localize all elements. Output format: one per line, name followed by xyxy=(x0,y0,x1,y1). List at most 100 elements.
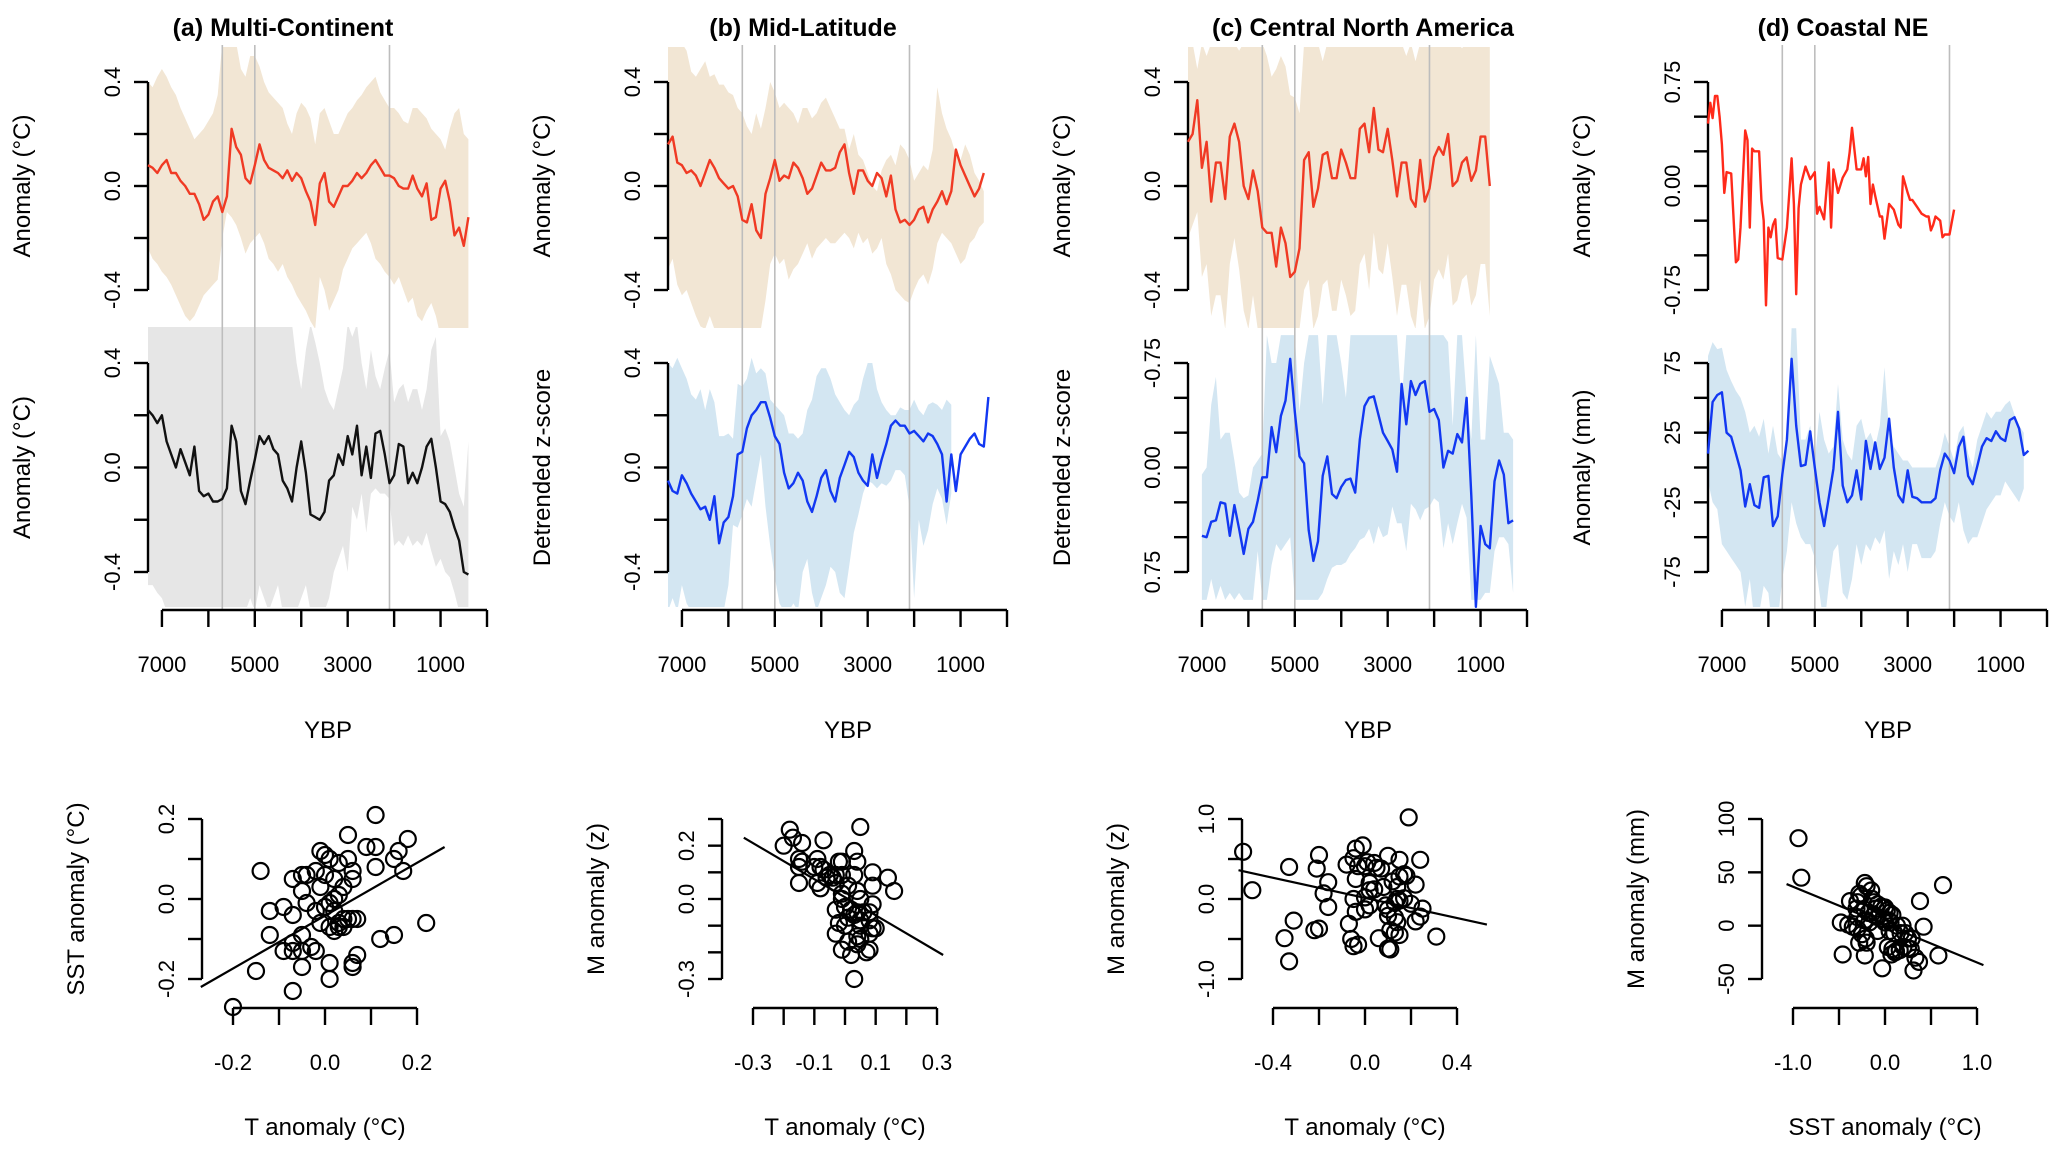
scatter-point xyxy=(780,820,799,839)
scatter-y-tick-label: 0.0 xyxy=(674,884,699,915)
scatter-point xyxy=(832,889,852,909)
x-axis-title: YBP xyxy=(1864,717,1912,744)
middle-row-y-tick-label: 0.4 xyxy=(100,348,125,379)
scatter-y-tick-label: 0.2 xyxy=(674,830,699,861)
middle-row-y-tick-label: 75 xyxy=(1660,351,1685,375)
scatter-point xyxy=(1319,873,1338,892)
scatter-point xyxy=(1233,842,1253,861)
middle-row-y-tick-label: 0.0 xyxy=(100,452,125,483)
scatter-x-tick-label: 0.4 xyxy=(1442,1050,1473,1075)
top-row-series-line xyxy=(1186,99,1491,279)
scatter-x-tick-label: 0.1 xyxy=(860,1050,891,1075)
scatter-point xyxy=(1337,855,1356,874)
middle-row-uncertainty-band xyxy=(668,357,952,607)
scatter-point xyxy=(417,913,436,933)
scatter-point xyxy=(292,957,312,977)
x-tick-label: 7000 xyxy=(1697,652,1746,677)
scatter-point xyxy=(1399,808,1418,827)
scatter-point xyxy=(223,997,243,1017)
scatter-x-axis-title: T anomaly (°C) xyxy=(764,1114,925,1141)
scatter-y-tick-label: -0.2 xyxy=(154,960,179,998)
scatter-regression-line xyxy=(1238,869,1488,926)
scatter-point xyxy=(1275,929,1294,948)
scatter-y-tick-label: -50 xyxy=(1714,963,1739,995)
scatter-point xyxy=(1348,857,1368,876)
middle-row-y-axis-title: Anomaly (mm) xyxy=(1569,389,1596,545)
top-row-series-line xyxy=(666,135,985,240)
scatter-point xyxy=(302,937,321,957)
scatter-point xyxy=(1933,875,1953,895)
panel-b: (b) Mid-Latitude -0.4 0.0 0.4 Anomaly (°C) -… xyxy=(529,14,1009,1141)
scatter-point xyxy=(366,837,385,857)
middle-row-y-tick-label: 25 xyxy=(1660,420,1685,444)
scatter-point xyxy=(366,805,385,825)
panel-a: (a) Multi-Continent -0.4 0.0 0.4 Anomaly (°… xyxy=(9,14,489,1141)
middle-row-series-line xyxy=(147,409,469,576)
x-tick-label: 1000 xyxy=(416,652,465,677)
scatter-point xyxy=(306,941,325,961)
scatter-x-tick-label: 0.2 xyxy=(402,1050,433,1075)
scatter-y-axis-title: M anomaly (mm) xyxy=(1623,809,1650,989)
scatter-point xyxy=(315,845,335,865)
scatter-point xyxy=(866,919,885,938)
middle-row-y-tick-label: -0.75 xyxy=(1140,338,1165,388)
scatter-x-tick-label: -1.0 xyxy=(1774,1050,1812,1075)
scatter-y-tick-label: 0.2 xyxy=(154,804,179,835)
top-row-y-axis-title: Anomaly (°C) xyxy=(529,115,556,258)
scatter-point xyxy=(1339,914,1359,933)
scatter-point xyxy=(1792,868,1811,887)
scatter-point xyxy=(1873,959,1892,978)
scatter-point xyxy=(320,849,339,869)
scatter-point xyxy=(1378,906,1398,925)
x-tick-label: 3000 xyxy=(1883,652,1932,677)
scatter-point xyxy=(394,861,413,881)
scatter-x-axis-title: T anomaly (°C) xyxy=(244,1114,405,1141)
x-tick-label: 3000 xyxy=(323,652,372,677)
x-tick-label: 7000 xyxy=(137,652,186,677)
x-tick-label: 3000 xyxy=(1363,652,1412,677)
scatter-point xyxy=(1910,891,1930,911)
middle-row-y-tick-label: -75 xyxy=(1660,556,1685,588)
top-row-y-axis-title: Anomaly (°C) xyxy=(9,115,36,258)
scatter-point xyxy=(292,881,312,901)
x-axis-title: YBP xyxy=(824,717,872,744)
scatter-point xyxy=(884,881,904,901)
scatter-point xyxy=(1279,952,1299,971)
middle-row-plot-area xyxy=(668,357,952,607)
panel-c: (c) Central North America -0.4 0.0 0.4 Anom… xyxy=(1049,14,1529,1141)
scatter-x-tick-label: 0.3 xyxy=(922,1050,953,1075)
scatter-x-tick-label: -0.1 xyxy=(795,1050,833,1075)
scatter-point xyxy=(1411,850,1430,869)
scatter-point xyxy=(774,836,793,855)
scatter-point xyxy=(357,837,376,857)
scatter-x-tick-label: 0.0 xyxy=(310,1050,341,1075)
scatter-point xyxy=(1906,948,1925,967)
x-axis-title: YBP xyxy=(1344,717,1392,744)
scatter-point xyxy=(311,913,330,933)
scatter-point xyxy=(1868,921,1887,941)
scatter-point xyxy=(274,941,293,961)
scatter-point xyxy=(1369,929,1388,948)
scatter-point xyxy=(1831,913,1850,932)
scatter-point xyxy=(283,905,302,925)
panel-title-d: (d) Coastal NE xyxy=(1758,14,1929,42)
scatter-point xyxy=(311,877,330,897)
scatter-point xyxy=(306,861,325,881)
panel-title-a: (a) Multi-Continent xyxy=(173,14,394,42)
scatter-y-tick-label: 1.0 xyxy=(1194,804,1219,835)
scatter-point xyxy=(329,917,348,937)
x-tick-label: 1000 xyxy=(1976,652,2025,677)
scatter-point xyxy=(1406,912,1425,931)
scatter-point xyxy=(320,953,339,973)
scatter-point xyxy=(246,961,266,981)
scatter-point xyxy=(1914,917,1933,936)
scatter-point xyxy=(260,925,279,945)
scatter-point xyxy=(1789,829,1808,848)
scatter-point xyxy=(845,841,864,861)
middle-row-y-tick-label: 0.00 xyxy=(1140,446,1165,489)
scatter-x-tick-label: -0.3 xyxy=(734,1050,772,1075)
x-tick-label: 5000 xyxy=(750,652,799,677)
scatter-point xyxy=(1307,859,1326,878)
